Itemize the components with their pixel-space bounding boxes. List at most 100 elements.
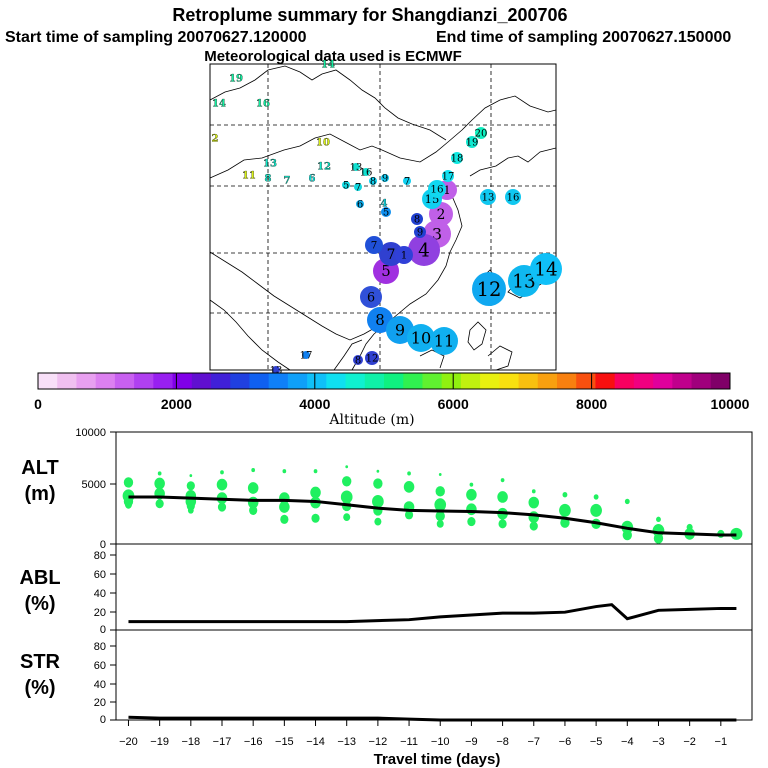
alt-spread-dot [435, 486, 445, 497]
plume-label: 1 [401, 250, 408, 262]
alt-spread-dot [656, 516, 661, 523]
colorbar-segment [422, 373, 443, 389]
str-yaxis: 80 60 40 20 0 [94, 641, 106, 726]
alt-spread-dot [434, 498, 447, 512]
plume-label: 10 [316, 138, 330, 149]
alt-spread-dot [342, 476, 352, 487]
x-tick-label: −14 [306, 736, 325, 748]
colorbar-segment [499, 373, 520, 389]
colorbar-label: Altitude (m) [328, 412, 414, 428]
plume-label: 7 [371, 240, 378, 252]
colorbar-segment [307, 373, 327, 389]
colorbar-segment [345, 373, 366, 389]
colorbar-segment [653, 373, 673, 389]
colorbar-segment [480, 373, 500, 389]
x-tick-label: −11 [400, 736, 418, 748]
plume-circle [354, 183, 362, 191]
colorbar-segment [230, 373, 250, 389]
alt-spread-dot [216, 478, 228, 491]
plume-label: 13 [350, 163, 363, 174]
plume-label: 13 [512, 271, 535, 292]
x-tick-label: −2 [683, 736, 696, 748]
plume-label: 17 [300, 351, 313, 362]
plume-circle [475, 127, 487, 139]
colorbar-segment [287, 373, 308, 389]
alt-spread-dot [124, 500, 132, 509]
plume-circle [352, 163, 360, 171]
plume-circle [362, 168, 370, 176]
alt-spread-dot [310, 486, 321, 499]
colorbar-segment [268, 373, 289, 389]
colorbar-segment [364, 373, 385, 389]
alt-spread-dot [340, 490, 353, 504]
plume-circle [530, 253, 562, 285]
colorbar-segment [672, 373, 693, 389]
abl-line [128, 603, 737, 624]
plume-circle [356, 200, 364, 208]
colorbar-segment [691, 373, 712, 389]
plume-label: 7 [404, 177, 410, 188]
alt-spread-dot [467, 517, 476, 527]
plume-label: 16 [430, 184, 443, 196]
plume-label: 14 [212, 99, 226, 110]
abl-ytick-label: 20 [94, 607, 106, 619]
x-axis: −20 −19 −18 −17 −16 −15 −14 −13 −12 −11 −10 −9 −8 −7 −… [119, 720, 727, 748]
colorbar-segment [710, 373, 731, 389]
alt-spread-dot [217, 502, 227, 512]
alt-spread-dot [189, 474, 193, 478]
colorbar-segment [557, 373, 577, 389]
plume-circle [360, 286, 382, 308]
plume-label: 7 [284, 176, 291, 187]
alt-spread-dot [249, 505, 258, 515]
alt-spread-dot [279, 501, 290, 513]
alt-panel [122, 465, 743, 544]
map-gridlines [210, 64, 556, 370]
panels-frame [115, 431, 753, 721]
str-ytick-label: 40 [94, 679, 106, 691]
alt-spread-dot [282, 469, 287, 474]
colorbar-tick-label: 6000 [438, 396, 469, 412]
alt-spread-dot [562, 492, 568, 498]
alt-spread-dot [498, 519, 507, 529]
plume-circle [365, 351, 379, 365]
plume-label: 8 [414, 215, 420, 226]
alt-spread-dot [438, 473, 442, 477]
plume-label: 9 [417, 228, 423, 239]
plume-label: 14 [534, 259, 557, 280]
x-tick-label: −15 [275, 736, 294, 748]
alt-spread-dot [373, 478, 383, 489]
plume-label: 7 [387, 247, 396, 263]
plume-label: 19 [466, 138, 479, 149]
alt-spread-dot [466, 503, 477, 516]
x-tick-label: −5 [590, 736, 603, 748]
colorbar-segment [576, 373, 596, 389]
plume-circle [411, 213, 423, 225]
plume-label: 3 [432, 225, 442, 244]
alt-spread-dot [560, 517, 570, 528]
alt-spread-dot [311, 513, 320, 523]
colorbar-segment [595, 373, 616, 389]
x-tick-label: −6 [559, 736, 572, 748]
plume-circle [272, 366, 280, 374]
plume-label: 8 [265, 174, 272, 185]
colorbar-segment [95, 373, 116, 389]
plume-label: 19 [229, 74, 243, 85]
colorbar-segment [249, 373, 270, 389]
alt-spread-dot [345, 465, 349, 469]
plume-label: 12 [366, 354, 379, 365]
colorbar-segment [211, 373, 231, 389]
alt-spread-dot [624, 498, 630, 505]
plume-label: 2 [212, 134, 219, 145]
abl-unit-label: (%) [24, 593, 55, 615]
alt-spread-dot [372, 494, 384, 508]
plume-label: 4 [418, 240, 430, 261]
plume-label: 7 [355, 183, 361, 194]
plume-label: 5 [343, 181, 349, 192]
plume-circle [369, 177, 377, 185]
x-tick-label: −12 [369, 736, 388, 748]
str-label: STR [20, 651, 61, 673]
alt-spread-dot [528, 496, 540, 509]
str-line [128, 715, 737, 722]
colorbar-tick-label: 4000 [299, 396, 330, 412]
colorbar-segment [460, 373, 481, 389]
